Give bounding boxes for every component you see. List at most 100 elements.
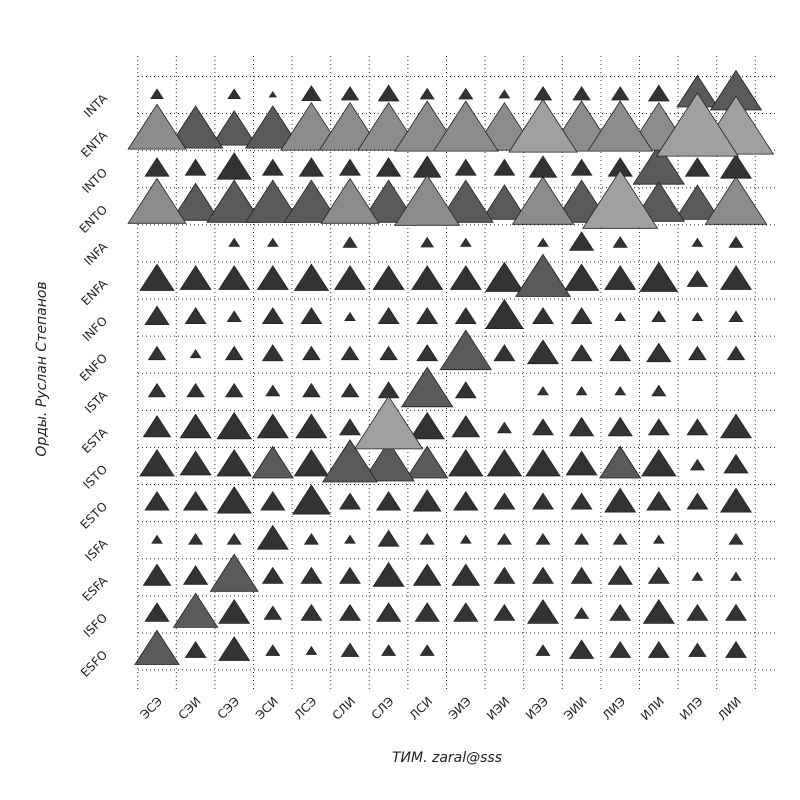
x-tick-label: СЛИ (330, 694, 359, 723)
triangle-marker-ISFO-ЛИЭ (609, 603, 632, 621)
triangle-marker-ENFA-ИЛЭ (686, 269, 709, 287)
triangle-marker-INTA-ЭСИ (268, 90, 277, 98)
triangle-marker-ESTO-ЭСИ (260, 490, 286, 511)
triangle-marker-ISFO-ЭИЭ (453, 602, 479, 622)
triangle-marker-ENFA-СЛЭ (372, 265, 405, 290)
triangle-marker-ENFO-СЭЭ (224, 345, 244, 361)
triangle-marker-ESFO-СЛЭ (381, 644, 397, 656)
triangle-marker-INTO-ИЭИ (493, 158, 516, 176)
triangle-marker-ISFO-ЭИИ (574, 607, 590, 619)
triangle-marker-ESTO-ЭСЭ (144, 490, 170, 511)
triangle-marker-ENFA-ЭСИ (256, 265, 289, 290)
triangle-marker-INTO-ЛСЭ (298, 157, 325, 177)
triangle-marker-ENFA-ЭИЭ (449, 265, 482, 290)
triangle-marker-INFA-ЭСИ (266, 237, 279, 247)
triangle-marker-ISFA-ИЭЭ (535, 532, 551, 545)
triangle-marker-ISTO-ЛИЭ (599, 445, 642, 479)
triangle-marker-INFO-ИЭИ (484, 298, 524, 330)
y-tick-label: ENTO (77, 203, 110, 236)
triangle-marker-INFO-СЛЭ (377, 307, 400, 325)
triangle-marker-ENFO-ИЛЭ (688, 345, 707, 361)
triangle-marker-ISFA-ЭИЭ (459, 534, 472, 544)
triangle-marker-INFA-ЛИЭ (612, 236, 628, 248)
x-tick-label: СЭЭ (215, 694, 243, 722)
triangle-marker-ENTO-ЭСИ (244, 179, 301, 223)
triangle-marker-ESTA-СЭИ (179, 413, 212, 439)
triangle-marker-INFO-ИЛИ (651, 310, 667, 323)
triangle-marker-ENTO-СЛИ (320, 177, 380, 224)
triangle-marker-ESTO-СЛИ (339, 492, 361, 510)
triangle-marker-ISFO-ЛСЭ (300, 603, 323, 621)
triangle-marker-ESTO-ИЛИ (646, 490, 672, 511)
triangle-marker-ISFA-ИЛИ (652, 534, 665, 544)
triangle-marker-ENFO-ИЭИ (493, 344, 516, 362)
triangle-marker-INFO-ЭСЭ (144, 305, 170, 326)
x-tick-label: ЛСЭ (291, 694, 319, 722)
triangle-marker-ISFO-ИЭЭ (526, 598, 560, 624)
y-tick-label: ISFA (82, 536, 110, 564)
triangle-marker-ESFA-ИЭИ (493, 566, 516, 584)
triangle-marker-ENFA-СЛИ (333, 265, 367, 290)
triangle-marker-ENFO-ИЛИ (646, 342, 672, 363)
y-tick-label: INTA (81, 91, 111, 121)
triangle-marker-ESFO-ЛИЭ (609, 640, 632, 658)
triangle-marker-ENTO-СЭЭ (206, 179, 263, 223)
triangle-marker-ENFO-ЛСИ (416, 344, 439, 362)
triangle-marker-ENTO-ЛСИ (394, 174, 461, 226)
triangle-marker-INFO-СЛИ (344, 311, 356, 322)
triangle-marker-ISTA-ЭСЭ (147, 382, 167, 398)
x-tick-label: ЭИИ (561, 694, 590, 723)
triangle-marker-ENFO-СЛИ (340, 345, 360, 361)
triangle-marker-ENFA-ЛСИ (411, 265, 444, 290)
triangle-marker-INFA-ЭИИ (568, 231, 595, 251)
triangle-marker-ISFO-ЭСЭ (144, 602, 170, 622)
triangle-marker-INTA-ИЛИ (647, 84, 670, 102)
triangle-marker-ENFA-ЭИИ (563, 263, 600, 291)
triangle-marker-ISTA-СЭЭ (224, 382, 244, 398)
triangle-marker-ISFO-ЛСИ (414, 602, 440, 622)
triangle-marker-ENFA-ЛСЭ (293, 263, 330, 291)
triangle-marker-ENFA-ИЛИ (639, 261, 679, 292)
triangle-marker-ENTO-ЭСЭ (127, 177, 187, 224)
x-tick-label: СЛЭ (369, 694, 397, 722)
triangle-marker-ESFO-ИЛИ (647, 640, 670, 658)
x-tick-labels: ЭСЭ СЭИ СЭЭ ЭСИ ЛСЭ СЛИ СЛЭ ЛСИ ЭИЭ ИЭИ ИЭЭ ЭИИ ЛИЭ И… (137, 694, 744, 723)
triangle-marker-INFA-ИЛЭ (691, 237, 704, 247)
triangle-marker-ISTA-СЛЭ (377, 381, 400, 399)
triangle-marker-ISTO-СЛЭ (362, 440, 415, 482)
y-tick-label: INFA (81, 239, 110, 268)
triangle-marker-ISFA-СЭИ (188, 532, 204, 545)
triangle-marker-ISTA-ЭИИ (575, 386, 588, 396)
triangle-marker-ISTO-ЭИЭ (448, 448, 484, 477)
triangle-marker-INTO-СЭЭ (216, 152, 252, 180)
triangle-marker-ENTO-ИЛЭ (674, 184, 721, 220)
triangle-marker-ESFA-ЛИЭ (607, 565, 633, 585)
triangle-marker-INFO-СЭЭ (226, 310, 242, 323)
triangle-marker-ESFA-ИЛИ (647, 566, 670, 584)
triangle-marker-ISTA-ЛИЭ (614, 386, 627, 396)
triangle-marker-ESFA-ЛСЭ (300, 566, 323, 584)
triangle-marker-ISTO-ЛИИ (723, 453, 749, 474)
triangle-marker-ESTA-СЛЭ (353, 395, 424, 450)
triangle-marker-INTA-ЛСИ (419, 87, 435, 100)
x-tick-label: ИЭИ (484, 694, 513, 723)
triangle-marker-ISTO-ЭСЭ (139, 448, 175, 477)
triangle-marker-INFO-СЭИ (184, 307, 207, 325)
x-tick-label: ЛИИ (715, 694, 744, 723)
y-tick-labels: INTA ENTA INTO ENTO INFA ENFA INFO ENFO ISTA ESTA… (77, 91, 111, 680)
triangle-marker-ESFO-ЭСИ (265, 644, 281, 656)
triangle-marker-ISTA-ИЭЭ (537, 386, 549, 396)
x-tick-label: ИЭЭ (523, 694, 551, 722)
triangle-marker-ENFO-ЛИИ (726, 345, 746, 361)
triangle-marker-ESTO-ИЭЭ (532, 492, 554, 510)
triangle-marker-ISTO-СЭИ (179, 450, 212, 476)
triangle-marker-ESTO-ЛСИ (412, 489, 442, 512)
y-tick-label: ISTA (82, 387, 111, 416)
triangle-marker-ESTO-ЭИИ (570, 492, 593, 510)
triangle-marker-ESFO-ЛСЭ (305, 645, 318, 655)
triangle-marker-INTA-СЛИ (340, 86, 360, 101)
triangle-marker-ISFA-СЛИ (344, 534, 356, 544)
triangle-marker-INFA-ИЭЭ (537, 237, 549, 247)
triangle-marker-ESFO-СЭИ (184, 640, 207, 658)
triangle-marker-ESFA-ЛИИ (730, 571, 742, 581)
